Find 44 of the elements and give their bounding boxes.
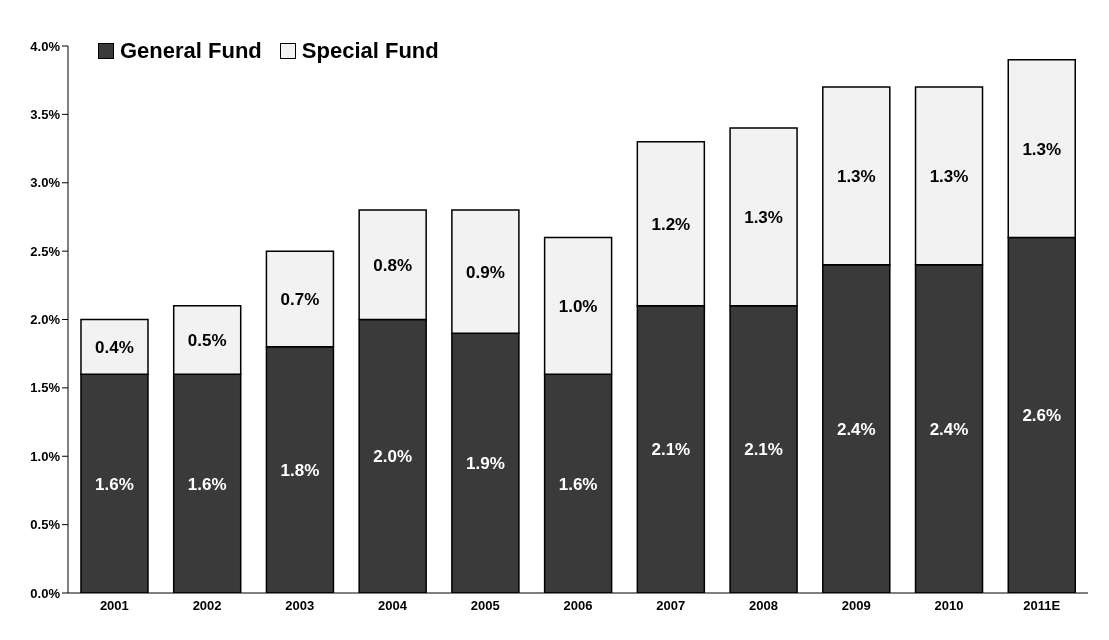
x-tick-label: 2006	[563, 598, 593, 614]
y-tick-label: 1.0%	[30, 448, 61, 464]
x-tick-label: 2009	[841, 598, 871, 614]
x-tick-label: 2003	[285, 598, 315, 614]
data-label: 0.7%	[280, 290, 320, 310]
x-tick-label: 2004	[378, 598, 408, 614]
x-tick-label: 2008	[748, 598, 778, 614]
x-tick-label: 2005	[470, 598, 500, 614]
x-tick-label: 2002	[192, 598, 222, 614]
data-label: 1.9%	[466, 454, 505, 474]
legend-label: Special Fund	[301, 38, 439, 64]
x-tick-label: 2010	[934, 598, 964, 614]
data-label: 2.4%	[929, 419, 969, 439]
data-label: 1.3%	[1022, 139, 1062, 159]
x-tick-label: 2011E	[1023, 598, 1061, 614]
data-label: 1.0%	[558, 296, 598, 316]
legend-label: General Fund	[120, 38, 262, 64]
data-label: 2.4%	[836, 419, 876, 439]
data-label: 1.3%	[836, 166, 876, 186]
data-label: 1.8%	[280, 460, 320, 480]
data-label: 1.3%	[744, 207, 783, 227]
y-tick-label: 0.0%	[30, 585, 61, 601]
y-tick-label: 4.0%	[30, 38, 61, 54]
data-label: 2.0%	[373, 447, 413, 467]
y-tick-label: 0.5%	[30, 517, 61, 533]
data-label: 0.4%	[95, 337, 134, 357]
y-tick-label: 3.0%	[30, 175, 61, 191]
x-tick-label: 2007	[656, 598, 686, 614]
data-label: 0.8%	[373, 255, 413, 275]
data-label: 2.1%	[651, 440, 691, 460]
data-label: 2.1%	[744, 440, 783, 460]
y-tick-label: 2.5%	[30, 243, 61, 259]
y-tick-label: 2.0%	[30, 312, 61, 328]
data-label: 1.3%	[929, 166, 969, 186]
data-label: 2.6%	[1022, 406, 1062, 426]
data-label: 1.2%	[651, 214, 691, 234]
data-label: 1.6%	[95, 474, 134, 494]
y-tick-label: 3.5%	[30, 106, 61, 122]
data-label: 1.6%	[187, 474, 227, 494]
data-label: 0.9%	[466, 262, 505, 282]
data-label: 1.6%	[558, 474, 598, 494]
data-label: 0.5%	[187, 331, 227, 351]
y-tick-label: 1.5%	[30, 380, 61, 396]
x-tick-label: 2001	[99, 598, 129, 614]
